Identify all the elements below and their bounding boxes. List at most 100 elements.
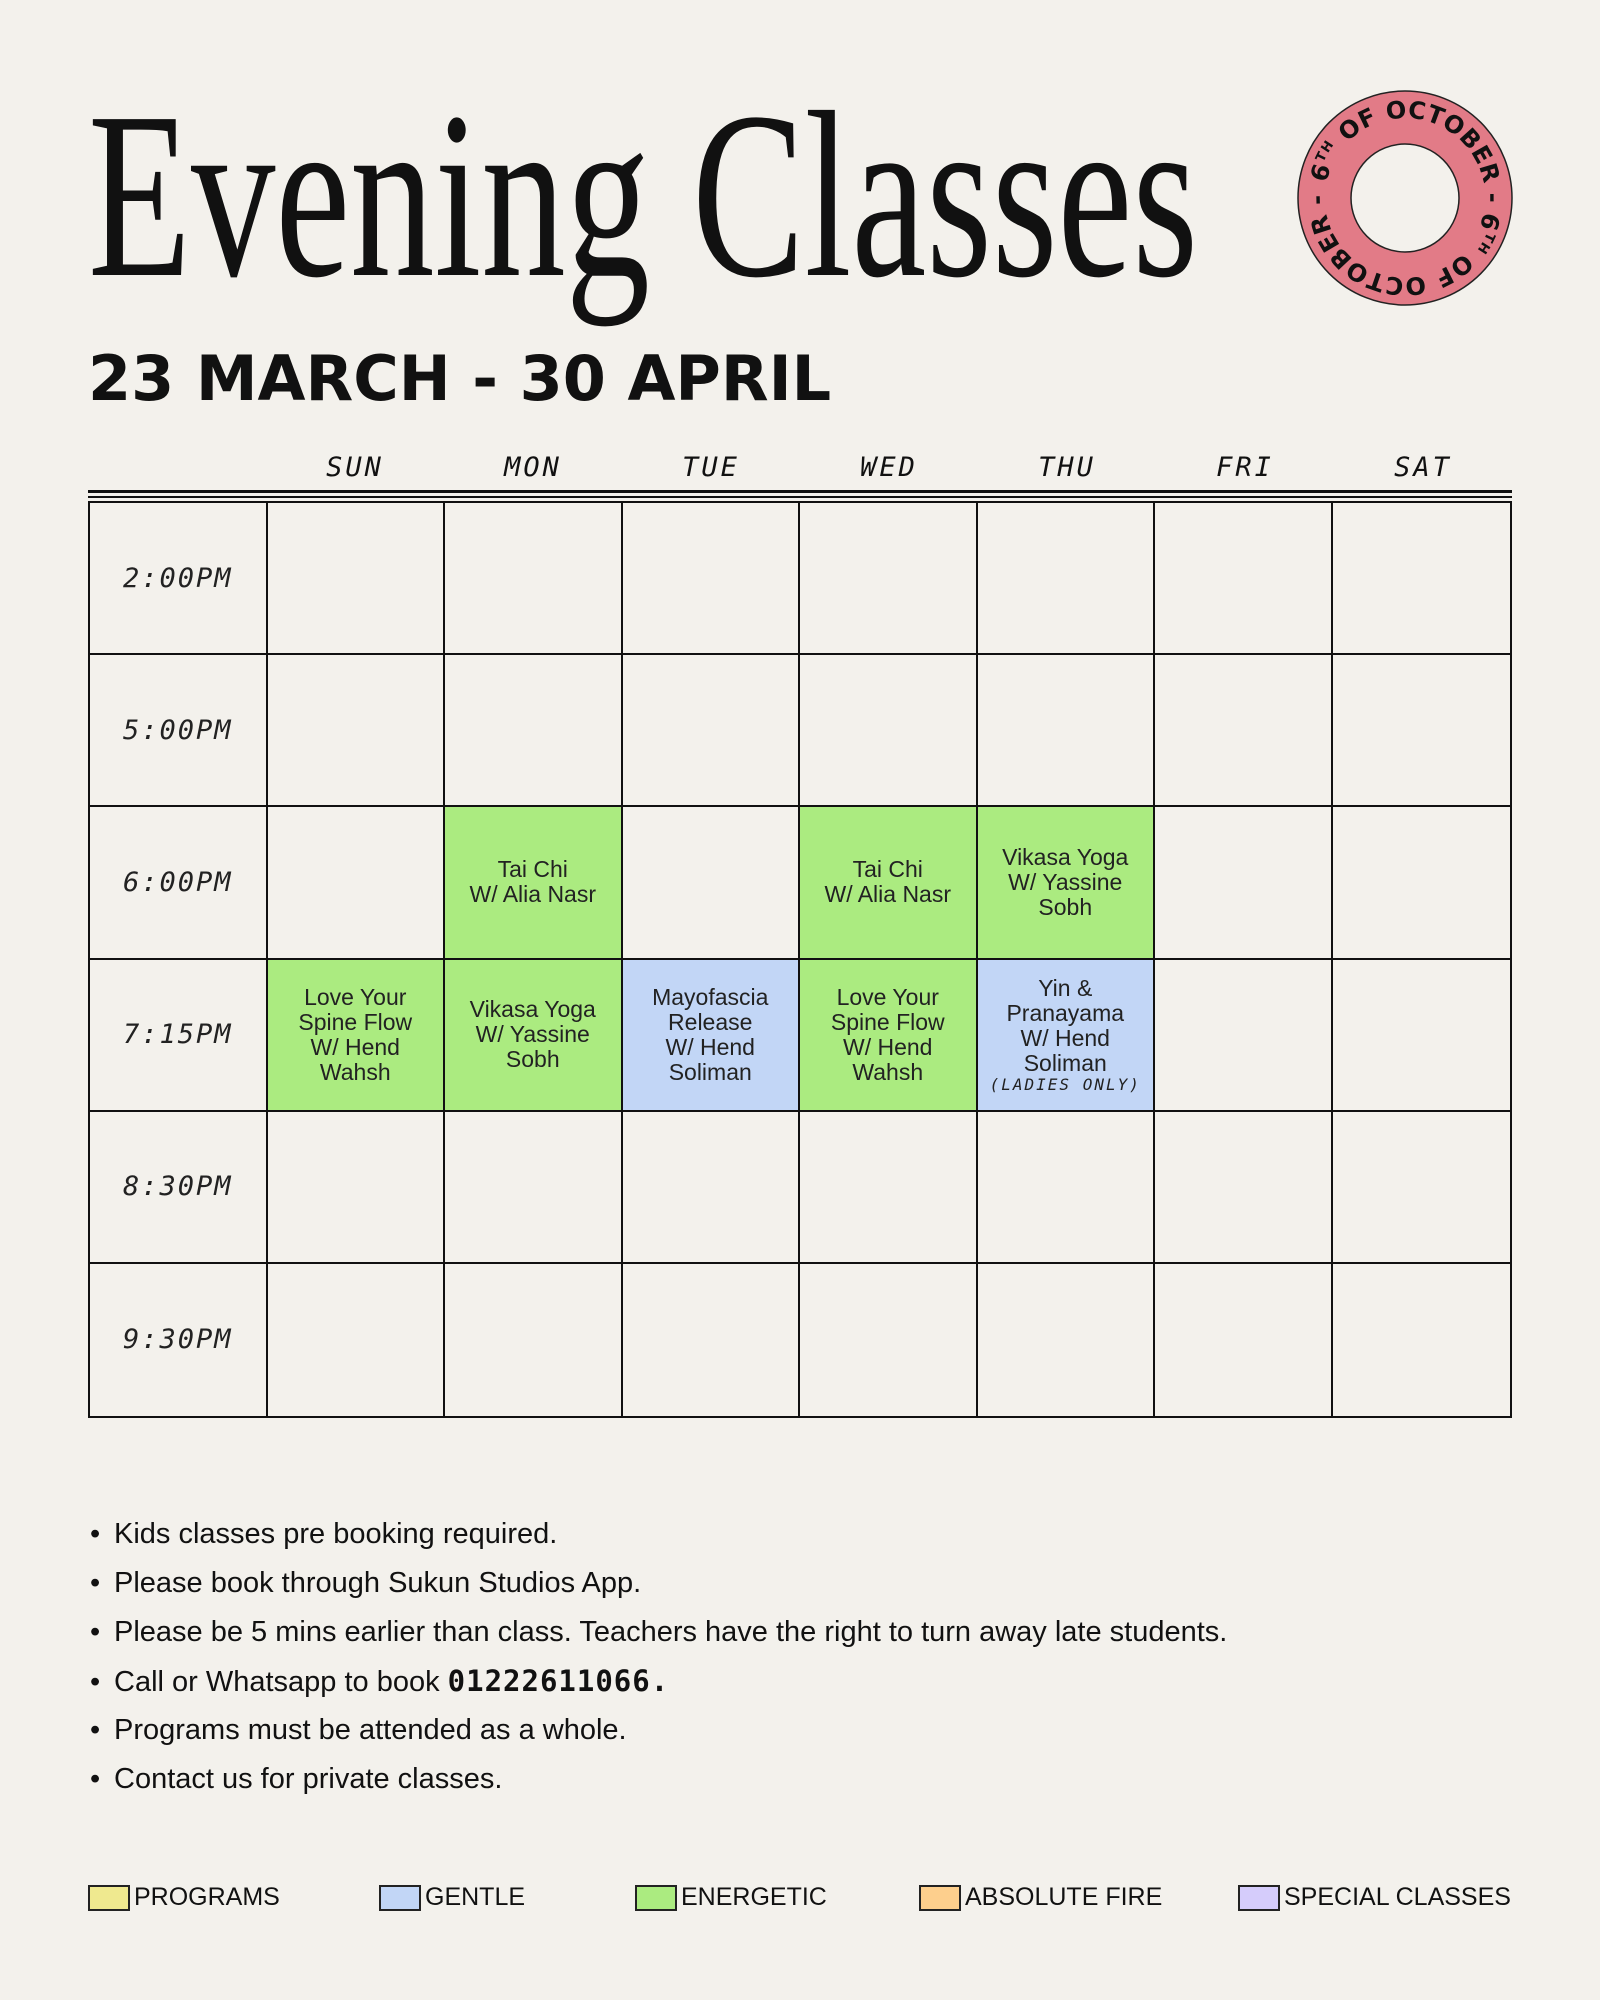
empty-cell: [1332, 960, 1510, 1112]
class-text-line: Love Your: [836, 983, 939, 1010]
class-note: (LADIES ONLY): [989, 1074, 1141, 1094]
empty-cell: [800, 1111, 978, 1264]
day-header: MON: [504, 452, 562, 483]
empty-cell: [800, 503, 978, 656]
empty-cell: [267, 1111, 445, 1264]
header-rule: [88, 490, 1512, 493]
legend-item: GENTLE: [379, 1883, 525, 1912]
empty-cell: [445, 503, 623, 656]
date-range: 23 MARCH - 30 APRIL: [88, 342, 832, 415]
legend-label: PROGRAMS: [134, 1883, 280, 1911]
empty-cell: [977, 655, 1155, 808]
phone-number: 01222611066.: [447, 1664, 670, 1698]
class-text-line: W/ Hend: [1020, 1024, 1110, 1051]
note-item: • Contact us for private classes.: [90, 1757, 1227, 1806]
empty-cell: [445, 1263, 623, 1416]
class-cell[interactable]: Love Your Spine Flow W/ Hend Wahsh: [267, 959, 445, 1112]
empty-cell: [268, 1263, 445, 1416]
empty-cell: [1155, 503, 1333, 656]
legend-item: SPECIAL CLASSES: [1238, 1883, 1511, 1912]
note-text: Please book through Sukun Studios App.: [114, 1567, 642, 1599]
legend-swatch: [379, 1884, 421, 1911]
empty-cell: [1155, 1111, 1333, 1264]
note-item: • Kids classes pre booking required.: [90, 1512, 1227, 1561]
class-text-line: W/ Yassine: [1008, 868, 1123, 895]
empty-cell: [1332, 807, 1510, 960]
empty-cell: [1332, 1112, 1510, 1264]
class-text-line: Vikasa Yoga: [469, 996, 596, 1023]
day-header: FRI: [1216, 452, 1274, 483]
time-slot-label: 7:15PM: [90, 959, 268, 1112]
class-text-line: W/ Hend: [843, 1033, 933, 1060]
note-text: Programs must be attended as a whole.: [114, 1714, 627, 1746]
class-cell[interactable]: Mayofascia Release W/ Hend Soliman: [622, 959, 800, 1112]
note-text: Kids classes pre booking required.: [114, 1518, 558, 1550]
legend-label: SPECIAL CLASSES: [1284, 1883, 1511, 1911]
note-item: • Please book through Sukun Studios App.: [90, 1561, 1227, 1610]
notes-list: • Kids classes pre booking required. • Plea…: [90, 1512, 1227, 1806]
class-text-line: Spine Flow: [298, 1008, 413, 1035]
note-item: • Call or Whatsapp to book 01222611066.: [90, 1659, 1227, 1708]
note-text: Please be 5 mins earlier than class. Tea…: [114, 1616, 1228, 1648]
note-item: • Programs must be attended as a whole.: [90, 1708, 1227, 1757]
class-text-line: Wahsh: [852, 1058, 924, 1085]
class-text-line: Sobh: [1038, 893, 1093, 920]
class-cell[interactable]: Tai Chi W/ Alia Nasr: [445, 807, 623, 960]
empty-cell: [622, 655, 800, 808]
note-item: • Please be 5 mins earlier than class. Te…: [90, 1610, 1227, 1659]
empty-cell: [1155, 959, 1333, 1112]
time-slot-label: 8:30PM: [90, 1111, 268, 1264]
empty-cell: [1332, 503, 1510, 656]
class-text-line: Spine Flow: [830, 1008, 945, 1035]
empty-cell: [445, 1111, 623, 1264]
bullet-icon: •: [90, 1567, 101, 1599]
class-text-line: W/ Hend: [310, 1033, 400, 1060]
class-text-line: W/ Alia Nasr: [824, 881, 952, 908]
legend-item: ABSOLUTE FIRE: [919, 1883, 1162, 1912]
class-text-line: Mayofascia: [652, 983, 769, 1010]
empty-cell: [267, 655, 445, 808]
legend-label: ENERGETIC: [681, 1883, 827, 1911]
class-text-line: Vikasa Yoga: [1002, 843, 1129, 870]
header-rule: [88, 496, 1512, 498]
day-header: WED: [860, 452, 918, 483]
bullet-icon: •: [90, 1518, 101, 1550]
empty-cell: [1155, 655, 1333, 808]
day-header: SUN: [326, 452, 384, 483]
empty-cell: [622, 807, 800, 960]
class-text-line: W/ Alia Nasr: [469, 881, 597, 908]
class-text-line: Soliman: [1023, 1049, 1107, 1076]
empty-cell: [1155, 807, 1333, 960]
note-text: Contact us for private classes.: [114, 1763, 503, 1795]
class-cell[interactable]: Love Your Spine Flow W/ Hend Wahsh: [800, 959, 978, 1112]
class-cell[interactable]: Vikasa Yoga W/ Yassine Sobh: [445, 959, 623, 1112]
empty-cell: [978, 1263, 1155, 1416]
time-slot-label: 2:00PM: [90, 503, 268, 656]
empty-cell: [267, 503, 445, 656]
empty-cell: [800, 1263, 978, 1416]
legend-label: GENTLE: [425, 1883, 526, 1911]
class-text-line: Tai Chi: [852, 856, 923, 883]
day-header: SAT: [1394, 452, 1452, 483]
bullet-icon: •: [90, 1714, 101, 1746]
class-text-line: W/ Yassine: [475, 1021, 590, 1048]
empty-cell: [622, 503, 800, 656]
class-text-line: Pranayama: [1006, 999, 1125, 1026]
legend-swatch: [88, 1884, 130, 1911]
page-title: Evening Classes: [84, 64, 1214, 335]
empty-cell: [977, 503, 1155, 656]
class-cell[interactable]: Tai Chi W/ Alia Nasr: [800, 807, 978, 960]
legend-item: ENERGETIC: [635, 1883, 827, 1912]
class-text-line: Release: [668, 1008, 753, 1035]
day-header: TUE: [682, 452, 740, 483]
bullet-icon: •: [90, 1763, 101, 1795]
legend-label: ABSOLUTE FIRE: [965, 1883, 1163, 1911]
class-cell[interactable]: Yin & Pranayama W/ Hend Soliman (LADIES ONLY…: [977, 959, 1155, 1112]
empty-cell: [622, 1111, 800, 1264]
empty-cell: [1332, 655, 1510, 808]
note-text: Call or Whatsapp to book: [114, 1666, 448, 1698]
class-text-line: Yin &: [1038, 974, 1093, 1001]
empty-cell: [977, 1111, 1155, 1264]
class-cell[interactable]: Vikasa Yoga W/ Yassine Sobh: [977, 807, 1155, 960]
class-text-line: Wahsh: [319, 1058, 391, 1085]
